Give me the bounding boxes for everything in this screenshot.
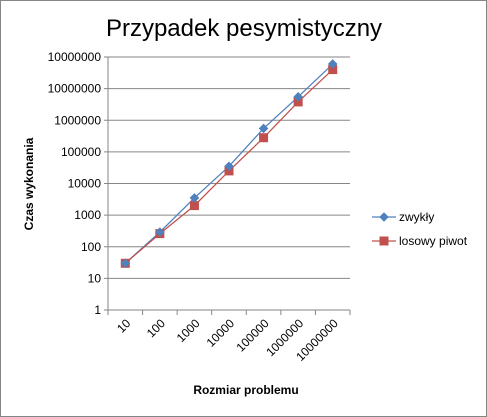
x-tick-label: 1000 bbox=[174, 316, 203, 345]
data-point bbox=[120, 258, 130, 268]
y-tick-label: 1000 bbox=[74, 208, 101, 222]
y-tick-label: 10000000 bbox=[48, 50, 102, 64]
legend-label: zwykły bbox=[399, 210, 434, 224]
legend-marker bbox=[379, 236, 389, 246]
series-0-markers bbox=[120, 59, 338, 268]
data-point bbox=[293, 92, 303, 102]
legend-label: losowy piwot bbox=[399, 234, 468, 248]
chart-title: Przypadek pesymistyczny bbox=[106, 15, 382, 42]
y-tick-label: 10 bbox=[88, 271, 102, 285]
data-point bbox=[189, 193, 200, 203]
x-axis-label: Rozmiar problemu bbox=[193, 383, 298, 397]
data-point bbox=[155, 227, 165, 237]
data-point bbox=[328, 59, 338, 69]
y-tick-label: 10000 bbox=[68, 177, 102, 191]
y-tick-labels: 1 10 100 1000 10000 100000 1000000 10000000 1000… bbox=[48, 50, 102, 317]
data-point bbox=[224, 161, 234, 172]
x-tick-label: 10 bbox=[114, 316, 134, 336]
legend-item: losowy piwot bbox=[372, 234, 468, 248]
data-point bbox=[189, 201, 199, 211]
data-point bbox=[258, 123, 269, 134]
y-axis-label: Czas wykonania bbox=[22, 137, 36, 230]
y-tick-label: 100 bbox=[81, 240, 101, 254]
legend-marker bbox=[379, 212, 389, 222]
legend: zwykły losowy piwot bbox=[372, 210, 468, 248]
legend-item: zwykły bbox=[372, 210, 434, 224]
gridlines bbox=[104, 56, 350, 311]
y-tick-label: 100000 bbox=[61, 145, 101, 159]
y-tick-label: 10000000 bbox=[48, 82, 102, 96]
data-point bbox=[259, 133, 269, 143]
axes bbox=[107, 57, 351, 315]
x-tick-label: 100 bbox=[144, 316, 168, 340]
series-layer bbox=[120, 59, 338, 268]
y-tick-label: 1000000 bbox=[54, 113, 101, 127]
y-tick-label: 1 bbox=[94, 303, 101, 317]
